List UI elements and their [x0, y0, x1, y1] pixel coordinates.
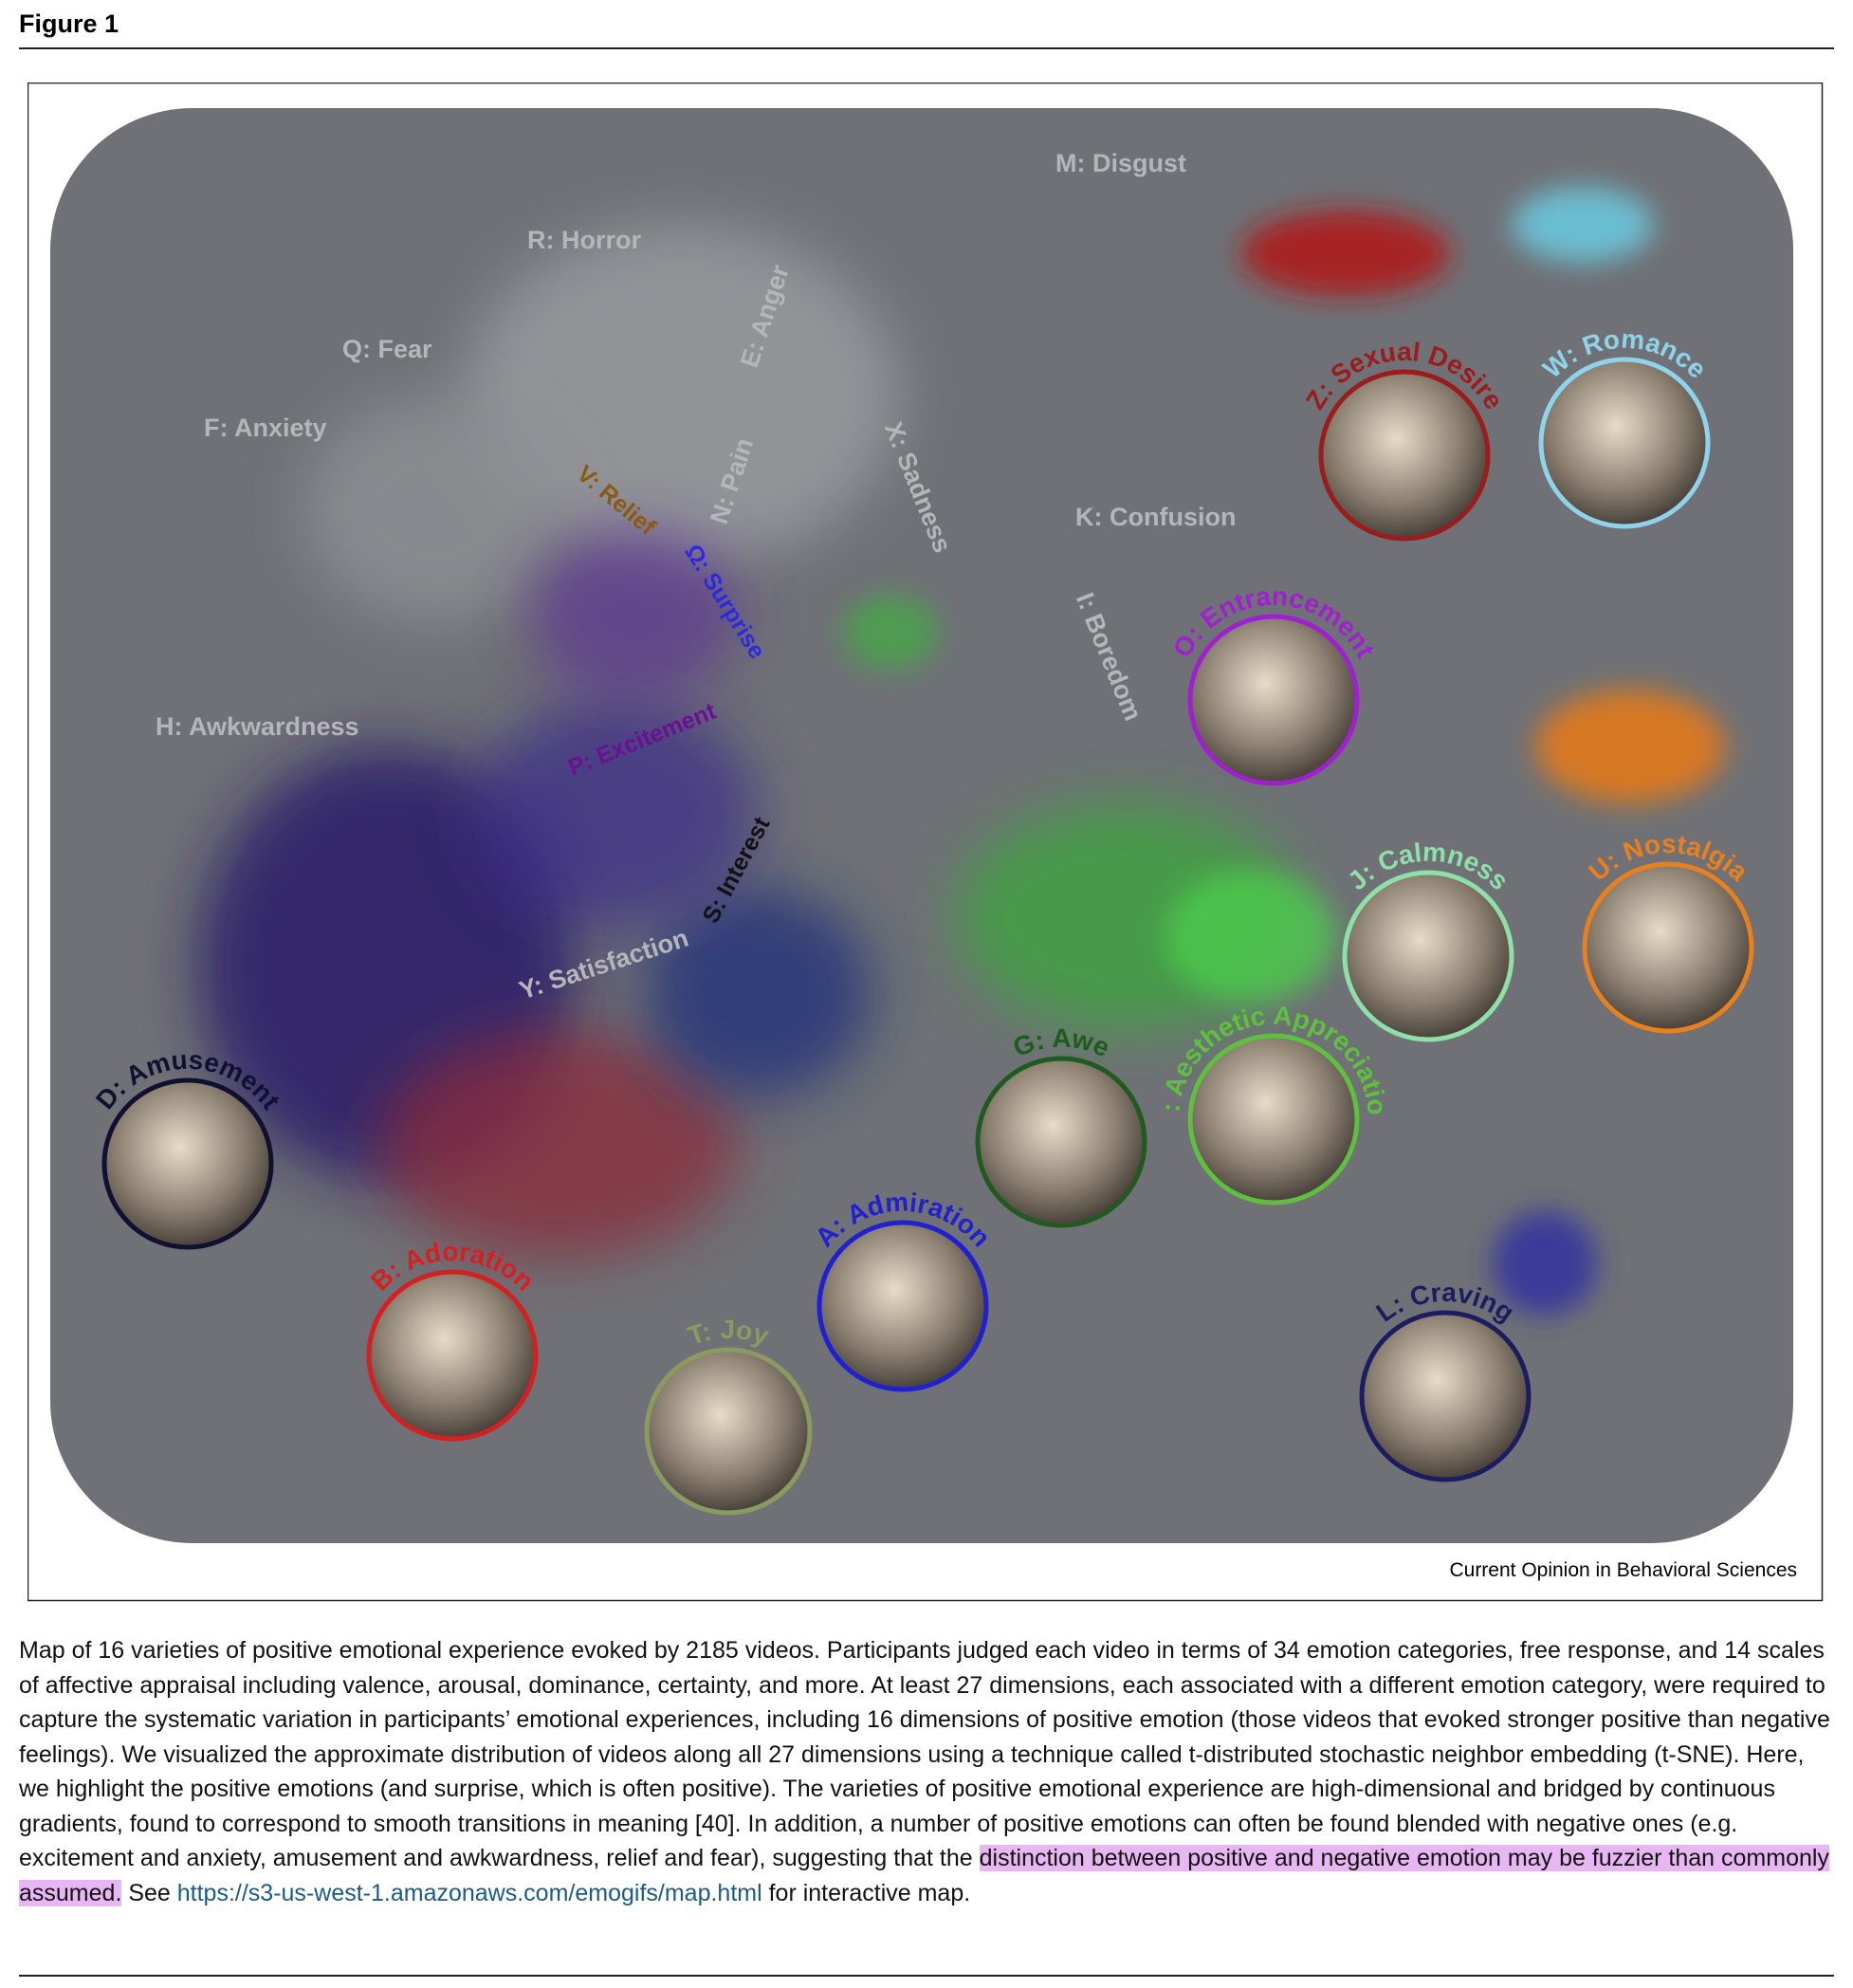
top-rule [19, 47, 1834, 49]
figure-title: Figure 1 [19, 9, 119, 38]
region-label: Q: Fear [342, 335, 432, 363]
cluster-thumbnail [101, 1077, 274, 1250]
cluster-thumbnail [1359, 1310, 1532, 1482]
emotion-map: M: Disgust R: Horror Q: Fear F: Anxiety K: C… [28, 83, 1824, 1602]
region-label: F: Anxiety [204, 414, 327, 442]
region-label: K: Confusion [1075, 503, 1236, 531]
region-label: M: Disgust [1055, 149, 1186, 177]
cluster-thumbnail [1582, 861, 1754, 1034]
cluster-thumbnail [1342, 870, 1514, 1042]
region-label: H: Awkwardness [156, 712, 359, 741]
caption-text: Map of 16 varieties of positive emotiona… [19, 1637, 1830, 1871]
cluster-thumbnail [1538, 357, 1711, 529]
density-blobs [198, 187, 1725, 1316]
bottom-rule [19, 1975, 1834, 1977]
caption: Map of 16 varieties of positive emotiona… [19, 1633, 1834, 1910]
cluster-thumbnail [1187, 1033, 1360, 1206]
cluster-thumbnail [816, 1220, 989, 1392]
cluster-thumbnail [366, 1269, 539, 1442]
cluster-thumbnail [1318, 369, 1491, 542]
caption-text: See [121, 1879, 177, 1906]
caption-link[interactable]: https://s3-us-west-1.amazonaws.com/emogi… [176, 1879, 762, 1906]
caption-text: for interactive map. [761, 1879, 971, 1906]
cluster-thumbnail [644, 1347, 813, 1516]
region-label: R: Horror [527, 226, 641, 254]
cluster-thumbnail [1187, 614, 1360, 786]
cluster-thumbnail [975, 1056, 1147, 1228]
credit: Current Opinion in Behavioral Sciences [1449, 1559, 1797, 1581]
